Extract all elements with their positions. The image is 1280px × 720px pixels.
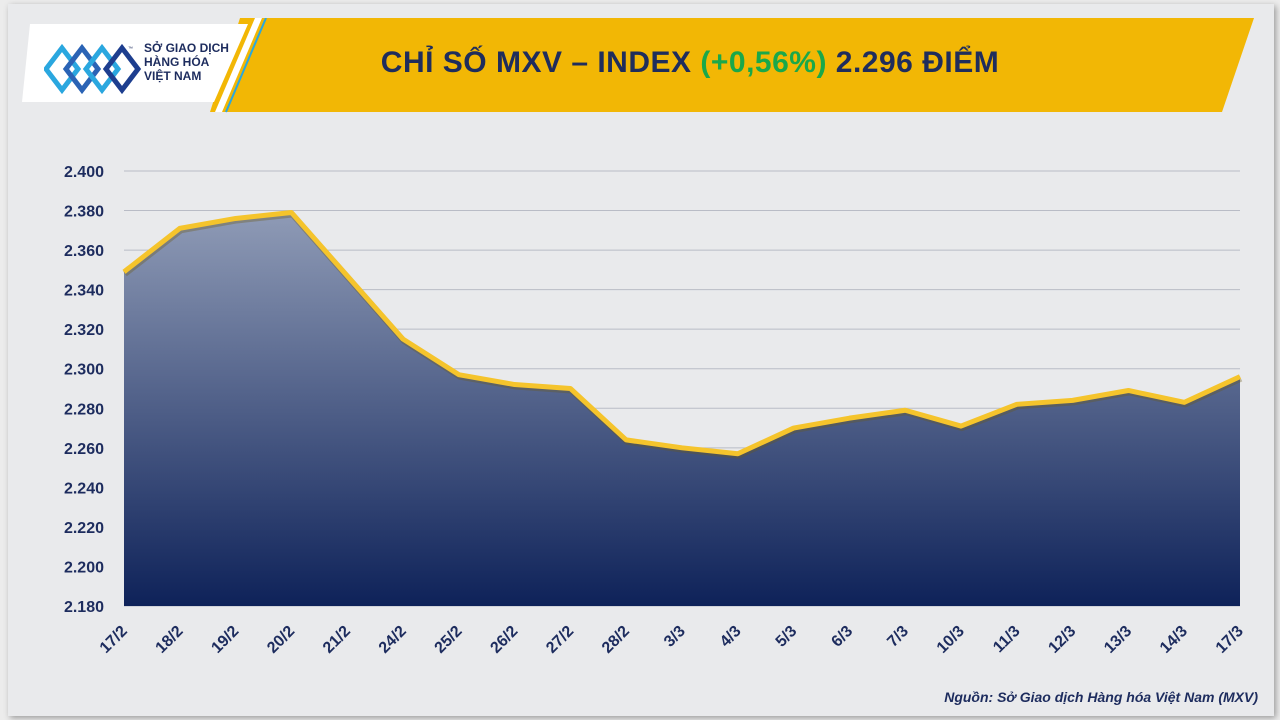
x-tick-label: 10/3 — [934, 623, 968, 657]
chart-title: CHỈ SỐ MXV – INDEX (+0,56%) 2.296 ĐIỂM — [280, 46, 1100, 80]
banner-bar — [210, 18, 1254, 112]
x-tick-label: 14/3 — [1157, 623, 1191, 657]
title-suffix: 2.296 ĐIỂM — [826, 46, 1000, 79]
y-tick-label: 2.320 — [64, 322, 104, 339]
x-tick-label: 24/2 — [376, 623, 410, 657]
x-tick-label: 7/3 — [884, 623, 912, 651]
y-tick-label: 2.240 — [64, 480, 104, 497]
x-tick-label: 20/2 — [264, 623, 298, 657]
y-tick-label: 2.280 — [64, 401, 104, 418]
logo-line-2: HÀNG HÓA — [144, 55, 210, 69]
y-tick-label: 2.300 — [64, 362, 104, 379]
x-tick-label: 26/2 — [487, 623, 521, 657]
logo-text: SỞ GIAO DỊCH HÀNG HÓA VIỆT NAM — [144, 41, 229, 83]
header-banner — [22, 18, 1254, 113]
x-tick-label: 17/2 — [97, 623, 131, 657]
x-tick-label: 4/3 — [717, 623, 745, 651]
banner-stripe — [215, 18, 262, 112]
x-tick-label: 19/2 — [208, 623, 242, 657]
y-axis: 2.180 2.200 2.220 2.240 2.260 2.280 2.300 2.320… — [64, 164, 104, 616]
y-tick-label: 2.360 — [64, 243, 104, 260]
x-tick-label: 13/3 — [1101, 623, 1135, 657]
logo-icon — [44, 44, 142, 94]
title-prefix: CHỈ SỐ MXV – INDEX — [380, 46, 701, 79]
logo-line-3: VIỆT NAM — [144, 69, 202, 83]
x-tick-label: 17/3 — [1213, 623, 1247, 657]
x-axis: 17/2 18/2 19/2 20/2 21/2 24/2 25/2 26/2 27/2 28/2… — [97, 623, 1247, 657]
area-fill — [124, 212, 1240, 607]
x-tick-label: 3/3 — [661, 623, 689, 651]
x-tick-label: 18/2 — [153, 623, 187, 657]
source-note: Nguồn: Sở Giao dịch Hàng hóa Việt Nam (M… — [944, 689, 1258, 705]
logo-line-1: SỞ GIAO DỊCH — [144, 41, 229, 55]
x-tick-label: 6/3 — [828, 623, 856, 651]
title-change: (+0,56%) — [700, 46, 827, 79]
y-tick-label: 2.260 — [64, 441, 104, 458]
y-tick-label: 2.380 — [64, 204, 104, 221]
x-tick-label: 21/2 — [320, 623, 354, 657]
logo-trademark: ™ — [128, 46, 133, 52]
x-tick-label: 28/2 — [599, 623, 633, 657]
y-tick-label: 2.180 — [64, 599, 104, 616]
x-tick-label: 27/2 — [543, 623, 577, 657]
x-tick-label: 11/3 — [990, 623, 1023, 656]
x-tick-label: 25/2 — [432, 623, 466, 657]
y-tick-label: 2.200 — [64, 559, 104, 576]
y-tick-label: 2.400 — [64, 164, 104, 181]
logo-accent-line — [225, 18, 267, 113]
x-tick-label: 5/3 — [773, 623, 801, 651]
y-tick-label: 2.220 — [64, 520, 104, 537]
area-layer — [122, 210, 1243, 607]
x-tick-label: 12/3 — [1045, 623, 1079, 657]
y-tick-label: 2.340 — [64, 283, 104, 300]
